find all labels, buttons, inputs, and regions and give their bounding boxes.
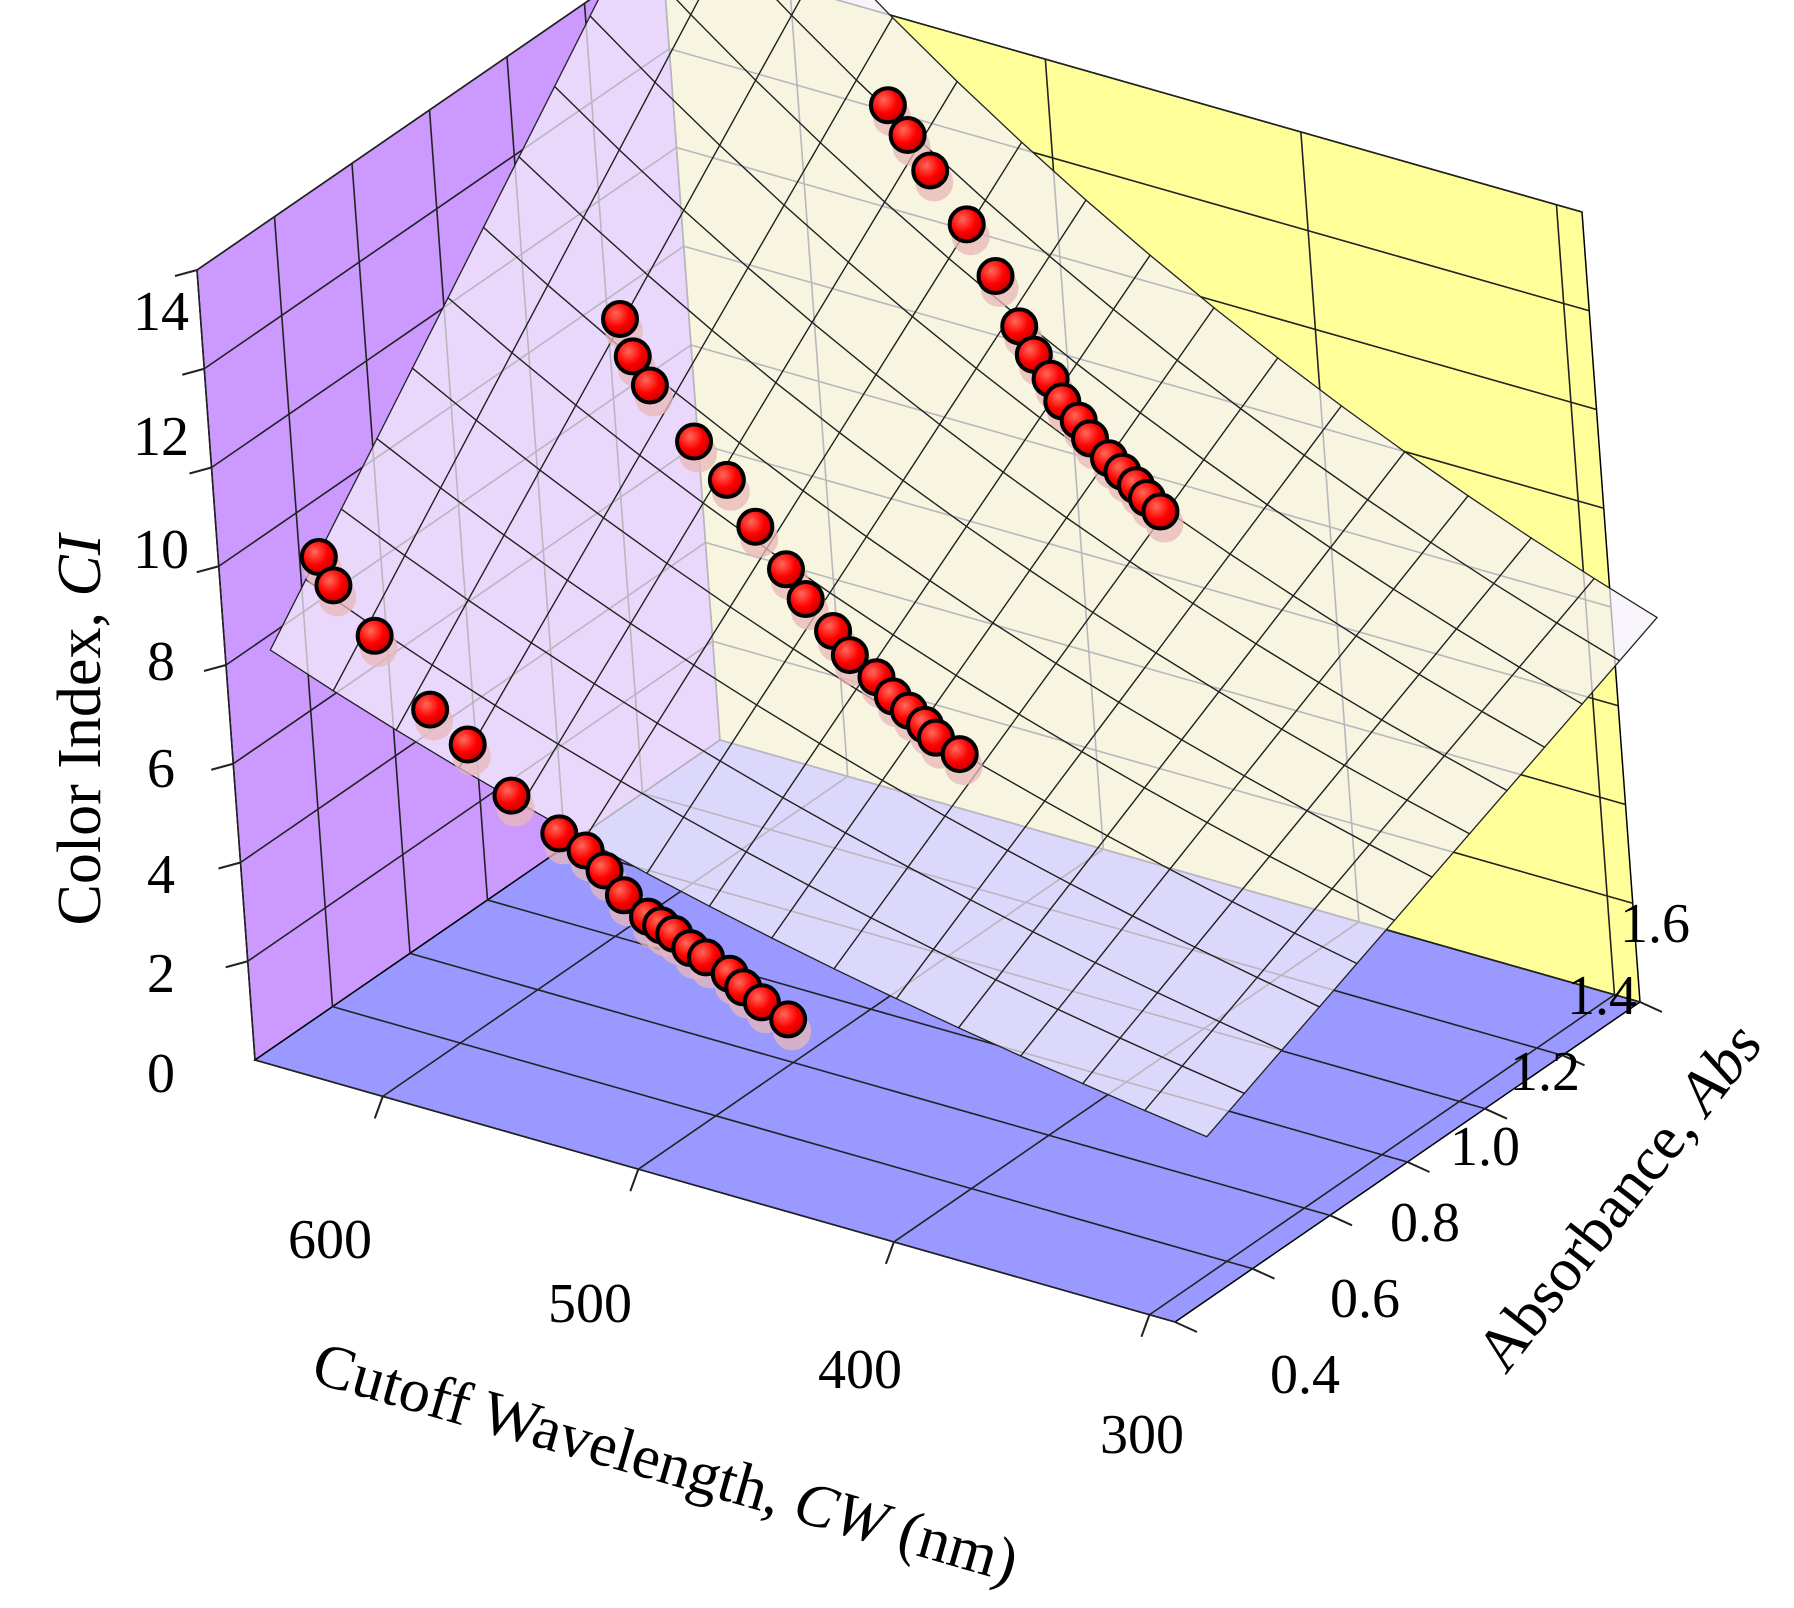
z-tick-mark [174,269,198,277]
data-point [786,580,825,619]
z-tick-mark [189,466,212,475]
y-tick-mark [1407,1161,1430,1173]
y-tick-label: 1.0 [1450,1116,1520,1178]
floor-gridline [409,952,1331,1217]
z-tick-labels: 0 2 4 6 8 10 12 14 [133,281,189,1105]
data-point [830,636,869,675]
z-axis-title-var: CI [46,531,114,596]
data-point [868,86,907,125]
data-point [604,876,643,915]
y-tick-mark [1252,1267,1275,1280]
data-point [947,205,986,244]
data-point [1141,492,1180,531]
x-tick-label: 400 [818,1339,902,1401]
floor-gridline [1148,994,1615,1316]
y-tick-label: 1.2 [1510,1041,1580,1103]
z-tick-label: 6 [147,738,175,800]
y-tick-label: 0.8 [1390,1192,1460,1254]
data-point [742,983,781,1022]
y-tick-label: 0.4 [1270,1344,1340,1406]
data-point [492,776,531,815]
y-tick-mark [1562,1054,1585,1067]
data-point [911,151,950,190]
z-tick-label: 2 [147,943,175,1005]
x-tick-label: 600 [288,1209,372,1271]
axis-tick-marks [174,269,1663,1338]
z-tick-mark [210,762,234,771]
y-tick-label: 1.4 [1567,965,1637,1027]
x-tick-mark [884,1241,895,1265]
x-tick-label: 500 [548,1273,632,1335]
data-point [613,337,652,376]
z-tick-mark [196,565,220,574]
z-tick-label: 12 [133,406,189,468]
z-tick-mark [218,861,241,870]
x-tick-label: 300 [1100,1404,1184,1466]
surface-mesh [269,0,1659,1138]
y-tick-mark [1639,1001,1663,1013]
data-point [675,422,714,461]
x-tick-mark [373,1096,384,1119]
z-tick-label: 14 [133,281,189,343]
z-axis-title-text: Color Index, [46,597,114,926]
y-tick-mark [1174,1321,1198,1333]
data-point [600,299,639,338]
z-tick-label: 0 [147,1043,175,1105]
data-point [769,1000,808,1039]
z-axis-title: Color Index, CI [46,531,114,925]
x-tick-labels: 600 500 400 300 [288,1209,1184,1466]
data-point [585,851,624,890]
data-point [630,366,669,405]
data-point [411,690,450,729]
z-tick-mark [203,664,227,672]
x-tick-mark [629,1168,640,1192]
floor-gridline [332,1005,1253,1270]
y-tick-mark [1329,1214,1353,1227]
data-point [314,566,353,605]
floor-gridline [254,1059,1176,1323]
y-tick-label: 1.6 [1620,893,1690,955]
surface-cell [776,0,801,17]
y-tick-label: 0.6 [1330,1268,1400,1330]
data-point [888,115,927,154]
z-tick-label: 4 [147,844,175,906]
x-axis-title-text: Cutoff Wavelength, [305,1330,805,1533]
surface-cell [676,0,700,16]
z-tick-label: 8 [147,631,175,693]
y-tick-mark [1484,1107,1508,1120]
x-axis-title: Cutoff Wavelength, CW (nm) [305,1330,1025,1597]
data-point [355,616,394,655]
y-tick-labels: 0.4 0.6 0.8 1.0 1.2 1.4 1.6 [1270,893,1690,1406]
surface-cell [1143,1065,1246,1138]
x-tick-mark [1140,1314,1151,1338]
z-tick-label: 10 [133,519,189,581]
data-point [976,257,1015,296]
data-point [766,550,805,589]
back-wall-gridline [834,0,1583,213]
data-point [736,507,775,546]
data-markers [299,86,1184,1051]
data-point [940,735,979,774]
data-point [448,725,487,764]
x-axis-title-unit: (nm) [876,1493,1026,1596]
z-tick-mark [181,367,205,376]
data-point [707,460,746,499]
z-tick-mark [225,960,249,969]
data-point [540,814,579,853]
